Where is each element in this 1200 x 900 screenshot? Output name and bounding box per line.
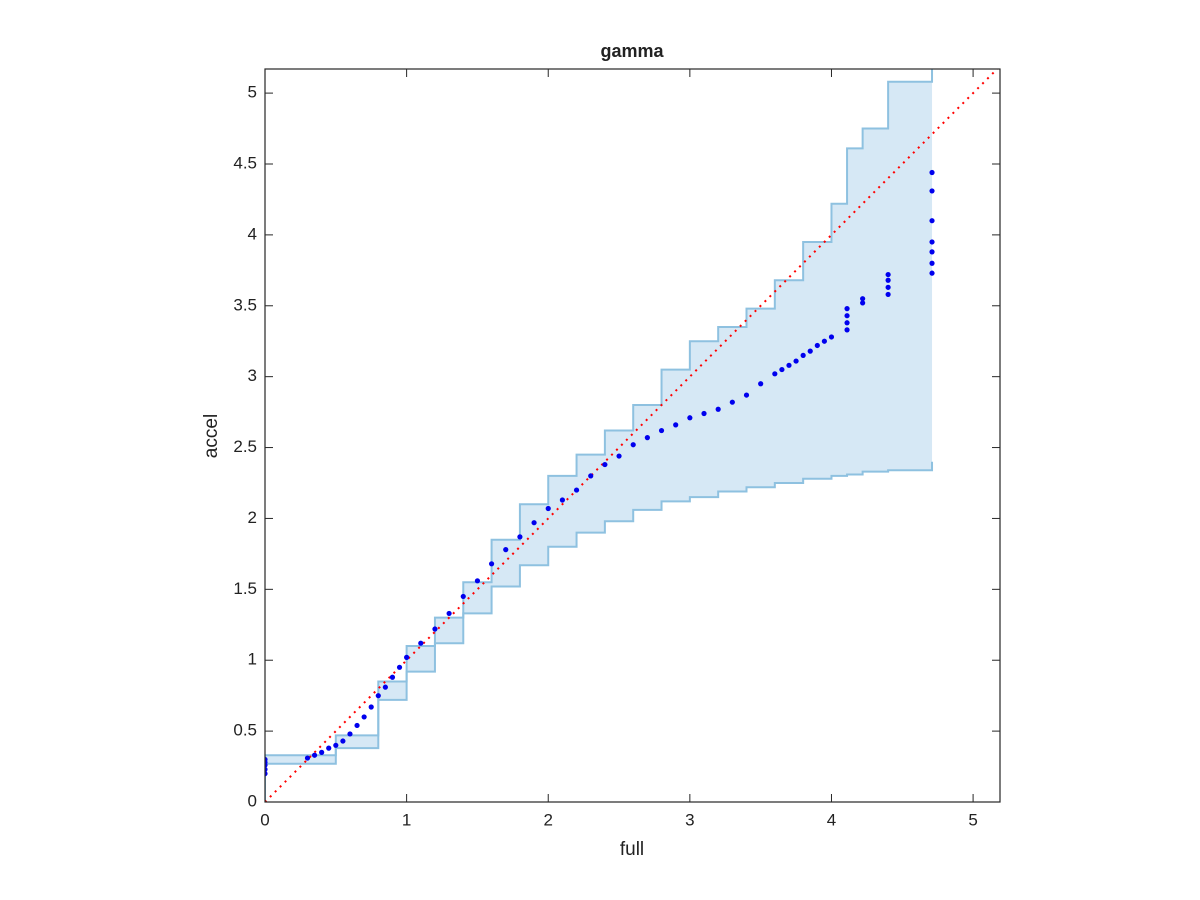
- band-fill: [265, 69, 933, 764]
- data-point: [474, 578, 481, 584]
- data-point: [743, 392, 750, 398]
- data-point: [265, 766, 268, 772]
- data-point: [929, 249, 935, 255]
- data-point: [885, 277, 891, 283]
- data-point: [860, 300, 866, 306]
- y-tick-label: 0: [248, 791, 257, 810]
- data-point: [644, 435, 650, 441]
- data-point: [375, 693, 381, 699]
- data-point: [786, 362, 792, 368]
- data-point: [531, 520, 537, 526]
- chart-title: gamma: [600, 41, 664, 61]
- data-point: [793, 358, 799, 364]
- data-point: [503, 547, 509, 553]
- data-point: [885, 271, 891, 278]
- data-point: [844, 320, 850, 326]
- data-point: [929, 188, 935, 194]
- data-point: [333, 742, 339, 748]
- data-point: [807, 348, 813, 354]
- data-point: [758, 381, 764, 387]
- data-point: [432, 626, 438, 632]
- data-point: [446, 610, 452, 617]
- data-point: [368, 704, 374, 710]
- y-tick-label: 3: [248, 366, 257, 385]
- data-point: [814, 342, 820, 349]
- data-point: [772, 371, 778, 377]
- data-point: [844, 313, 850, 319]
- data-point: [517, 534, 523, 540]
- y-tick-label: 2: [248, 508, 257, 527]
- y-tick-label: 0.5: [233, 721, 257, 740]
- data-point: [265, 771, 268, 777]
- data-point: [545, 505, 551, 512]
- data-point: [389, 674, 396, 680]
- data-point: [929, 260, 935, 266]
- data-point: [729, 399, 735, 405]
- band-lower: [265, 461, 934, 765]
- data-point: [630, 442, 636, 448]
- data-point: [573, 487, 580, 493]
- data-point: [326, 745, 332, 751]
- data-point: [588, 473, 594, 479]
- x-tick-label: 5: [968, 810, 977, 829]
- x-axis-label: full: [620, 839, 644, 860]
- y-tick-label: 4.5: [233, 153, 257, 172]
- data-point: [687, 415, 693, 421]
- data-point: [828, 334, 835, 340]
- data-point: [844, 306, 850, 312]
- plot-area: [265, 69, 999, 802]
- data-point: [319, 749, 325, 755]
- data-point: [361, 714, 367, 720]
- data-point: [860, 296, 866, 302]
- data-point: [800, 352, 806, 358]
- data-point: [929, 239, 935, 245]
- axes-box: [264, 68, 1001, 803]
- data-point: [715, 406, 721, 412]
- data-point: [340, 738, 346, 744]
- band-upper: [265, 69, 934, 757]
- data-point: [779, 366, 785, 373]
- data-point: [844, 327, 850, 333]
- data-point: [885, 284, 891, 290]
- x-tick-label: 3: [685, 810, 694, 829]
- data-point: [488, 561, 495, 567]
- data-point: [929, 218, 935, 224]
- data-point: [929, 169, 935, 176]
- y-tick-label: 5: [248, 83, 257, 102]
- x-tick-label: 1: [402, 810, 411, 829]
- data-point: [616, 453, 622, 459]
- y-tick-label: 3.5: [233, 295, 257, 314]
- y-axis-label: accel: [201, 414, 222, 458]
- y-tick-label: 1: [248, 650, 257, 669]
- data-point: [396, 664, 403, 670]
- data-point: [311, 752, 318, 758]
- y-tick-label: 4: [248, 224, 257, 243]
- data-point: [460, 593, 466, 600]
- data-point: [418, 640, 424, 646]
- data-point: [885, 291, 891, 298]
- axes: 0 1 2 3 4 5 0 0.5 1 1.5 2 2.5 3 3.5 4 4.5 5: [233, 68, 1001, 829]
- x-tick-label: 2: [544, 810, 553, 829]
- data-point: [658, 427, 665, 434]
- data-point: [602, 461, 608, 468]
- data-point: [354, 722, 360, 729]
- data-point: [701, 410, 707, 417]
- data-point: [929, 270, 935, 276]
- data-point: [347, 731, 353, 737]
- x-tick-label: 4: [827, 810, 836, 829]
- y-tick-label: 2.5: [233, 437, 257, 456]
- data-point: [673, 422, 679, 428]
- data-point: [304, 755, 311, 761]
- data-point: [559, 497, 565, 503]
- y-tick-label: 1.5: [233, 579, 257, 598]
- x-tick-label: 0: [260, 810, 269, 829]
- data-point: [821, 338, 827, 344]
- data-point: [382, 684, 388, 690]
- data-point: [265, 756, 268, 763]
- data-point: [404, 654, 410, 660]
